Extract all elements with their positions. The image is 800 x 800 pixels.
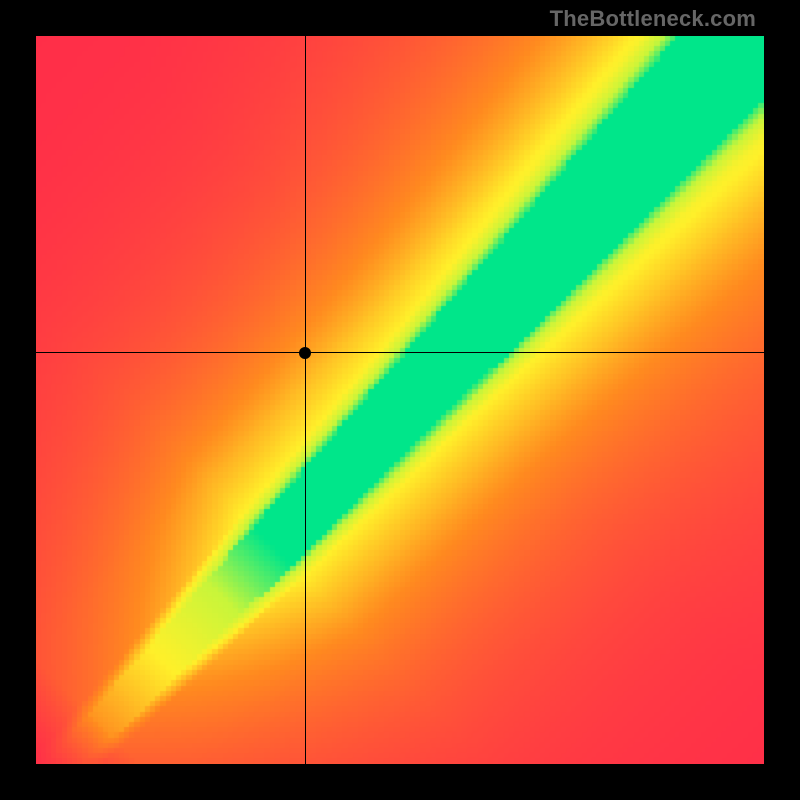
crosshair-horizontal [36, 352, 764, 353]
crosshair-vertical [305, 36, 306, 764]
heatmap-canvas [36, 36, 764, 764]
plot-area [36, 36, 764, 764]
chart-frame: TheBottleneck.com [0, 0, 800, 800]
crosshair-marker [299, 347, 311, 359]
watermark-text: TheBottleneck.com [550, 6, 756, 32]
